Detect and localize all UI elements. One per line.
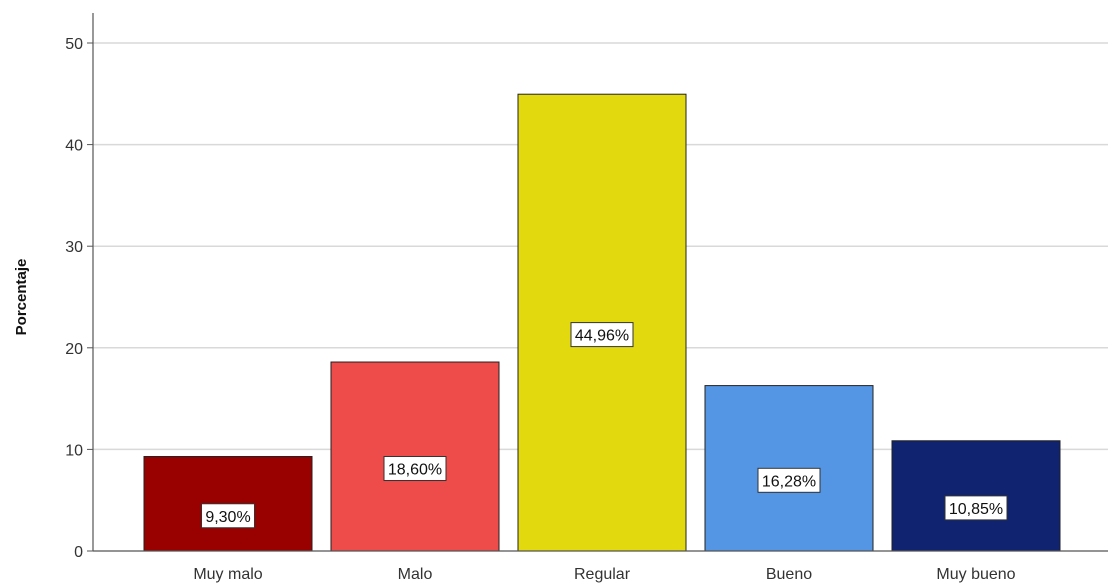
y-tick-label: 0 xyxy=(74,544,83,561)
data-label-text: 18,60% xyxy=(388,462,442,479)
data-label-text: 10,85% xyxy=(949,501,1003,518)
data-label-box xyxy=(383,456,447,482)
y-tick-label: 30 xyxy=(65,239,83,256)
data-label: 9,30% xyxy=(201,503,255,529)
data-label: 44,96% xyxy=(570,322,634,348)
data-label: 16,28% xyxy=(757,467,821,493)
x-tick-label: Bueno xyxy=(766,566,812,583)
y-axis-label: Porcentaje xyxy=(13,259,30,336)
data-label: 10,85% xyxy=(944,495,1008,521)
y-tick-label: 10 xyxy=(65,442,83,459)
x-tick-label: Muy malo xyxy=(193,566,262,583)
x-tick-label: Regular xyxy=(574,566,631,583)
y-tick-label: 40 xyxy=(65,138,83,155)
x-tick-label: Muy bueno xyxy=(936,566,1015,583)
data-label: 18,60% xyxy=(383,456,447,482)
data-labels: 9,30% 18,60% 44,96% 16,28% 10,85% xyxy=(201,322,1008,529)
y-tick-label: 50 xyxy=(65,36,83,53)
axes: 0 10 20 30 40 50 Muy malo Malo Regular Bueno Muy b… xyxy=(65,13,1108,583)
data-label-box xyxy=(944,495,1008,521)
data-label-box xyxy=(570,322,634,348)
data-label-box xyxy=(757,467,821,493)
x-tick-label: Malo xyxy=(398,566,433,583)
data-label-box xyxy=(201,503,255,529)
data-label-text: 44,96% xyxy=(575,328,629,345)
data-label-text: 9,30% xyxy=(205,509,250,526)
bars xyxy=(143,93,1061,552)
y-tick-label: 20 xyxy=(65,341,83,358)
data-label-text: 16,28% xyxy=(762,473,816,490)
